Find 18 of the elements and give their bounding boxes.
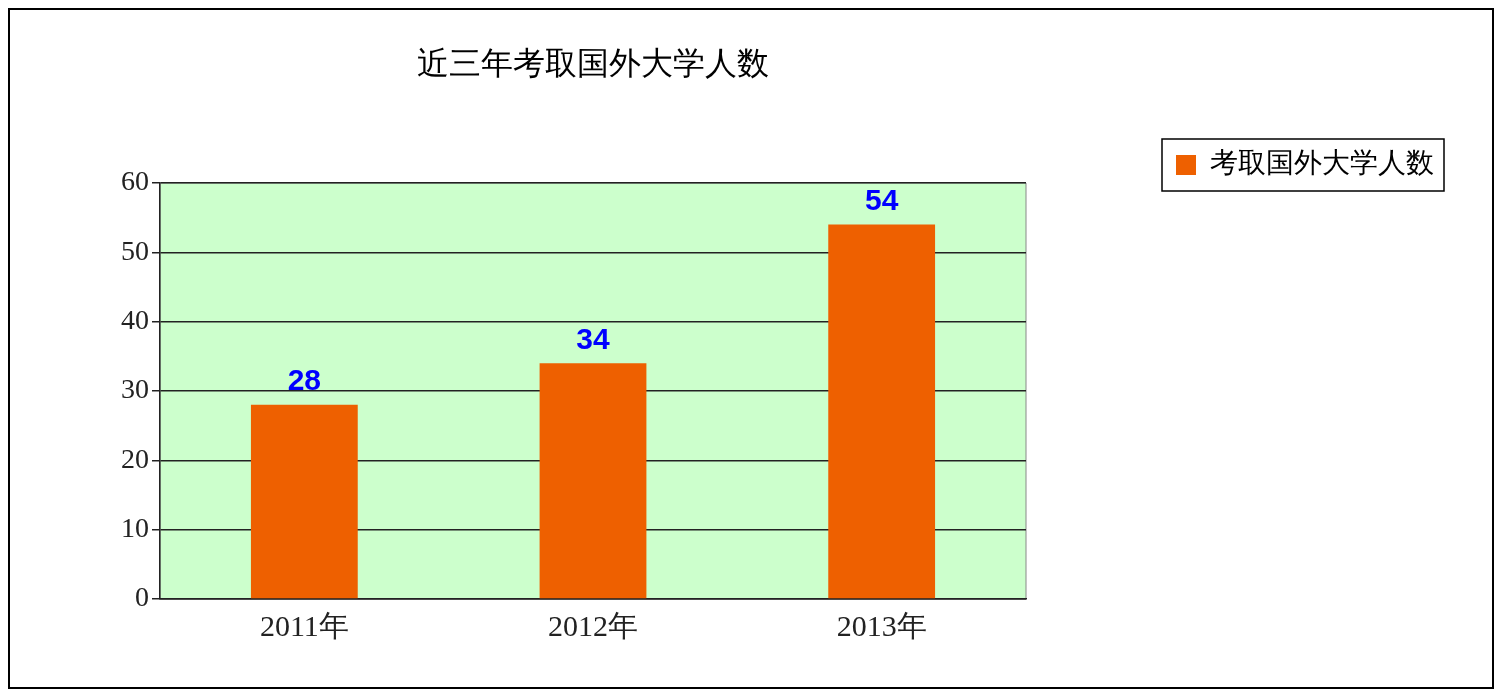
x-tick-label: 2011年	[259, 608, 349, 642]
legend-label: 考取国外大学人数	[1210, 146, 1434, 180]
y-tick-label: 60	[121, 165, 149, 197]
y-tick-label: 20	[121, 442, 149, 474]
bar	[539, 363, 647, 599]
bar	[828, 224, 936, 599]
y-tick-label: 0	[135, 581, 149, 613]
y-tick-label: 40	[121, 304, 149, 336]
y-tick-label: 10	[121, 512, 149, 544]
y-tick-label: 50	[121, 234, 149, 266]
data-label: 28	[287, 363, 322, 397]
chart-title: 近三年考取国外大学人数	[417, 44, 769, 83]
y-tick-label: 30	[121, 373, 149, 405]
x-tick-label: 2012年	[548, 608, 638, 642]
data-label: 54	[864, 182, 899, 216]
x-tick-label: 2013年	[836, 608, 927, 642]
bar	[250, 404, 358, 599]
data-label: 34	[576, 321, 610, 355]
